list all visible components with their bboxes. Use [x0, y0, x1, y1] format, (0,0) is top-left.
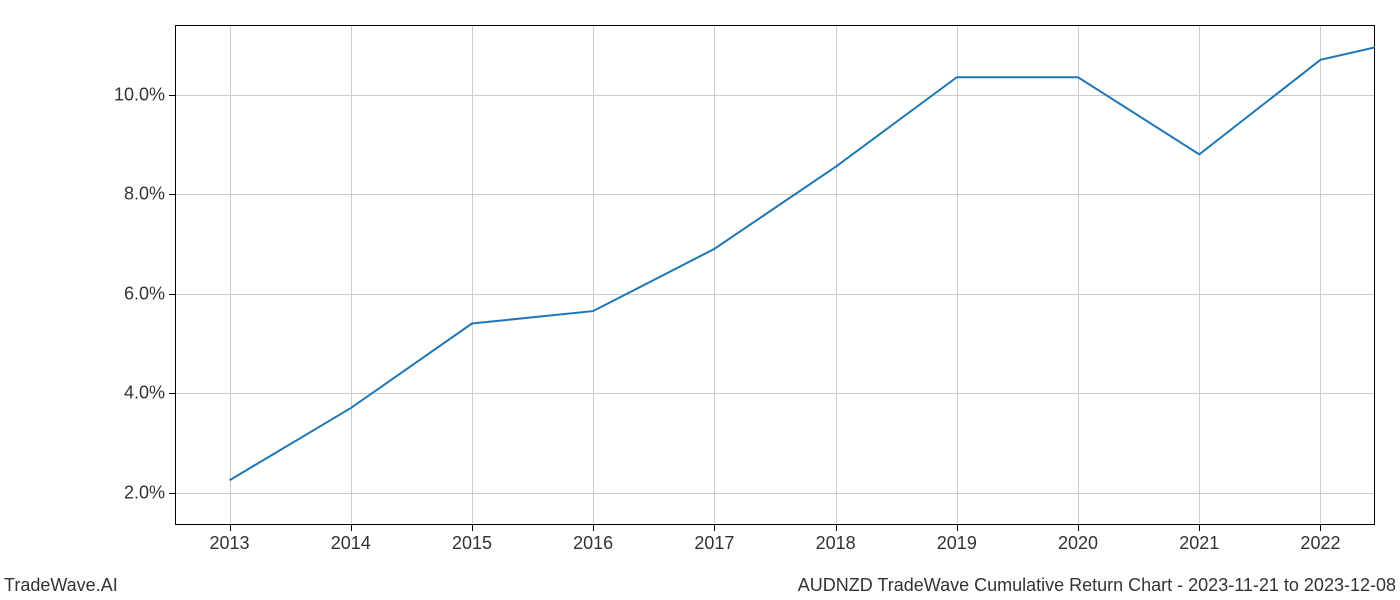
y-tick-label: 4.0%: [124, 383, 165, 404]
x-tick-label: 2022: [1300, 533, 1340, 554]
tick-mark-x: [1078, 525, 1079, 531]
x-tick-label: 2019: [937, 533, 977, 554]
tick-mark-x: [351, 525, 352, 531]
tick-mark-x: [472, 525, 473, 531]
x-tick-label: 2017: [694, 533, 734, 554]
x-tick-label: 2021: [1179, 533, 1219, 554]
x-tick-label: 2018: [816, 533, 856, 554]
x-tick-label: 2014: [331, 533, 371, 554]
y-tick-label: 2.0%: [124, 482, 165, 503]
x-tick-label: 2013: [210, 533, 250, 554]
tick-mark-x: [593, 525, 594, 531]
x-tick-label: 2016: [573, 533, 613, 554]
footer-left-label: TradeWave.AI: [4, 575, 118, 596]
footer-right-label: AUDNZD TradeWave Cumulative Return Chart…: [798, 575, 1396, 596]
tick-mark-x: [1199, 525, 1200, 531]
x-tick-label: 2015: [452, 533, 492, 554]
tick-mark-x: [957, 525, 958, 531]
y-tick-label: 10.0%: [114, 84, 165, 105]
tick-mark-x: [836, 525, 837, 531]
data-line: [230, 47, 1375, 480]
plot-area: 2.0%4.0%6.0%8.0%10.0%2013201420152016201…: [175, 25, 1375, 525]
y-tick-label: 6.0%: [124, 283, 165, 304]
y-tick-label: 8.0%: [124, 184, 165, 205]
tick-mark-x: [1320, 525, 1321, 531]
x-tick-label: 2020: [1058, 533, 1098, 554]
chart-container: 2.0% 4.0% 6.0% 8.0% 10.0% 2013 2014 2015 2016 201…: [0, 0, 1400, 600]
line-plot-svg: [175, 25, 1375, 525]
tick-mark-x: [230, 525, 231, 531]
tick-mark-x: [714, 525, 715, 531]
